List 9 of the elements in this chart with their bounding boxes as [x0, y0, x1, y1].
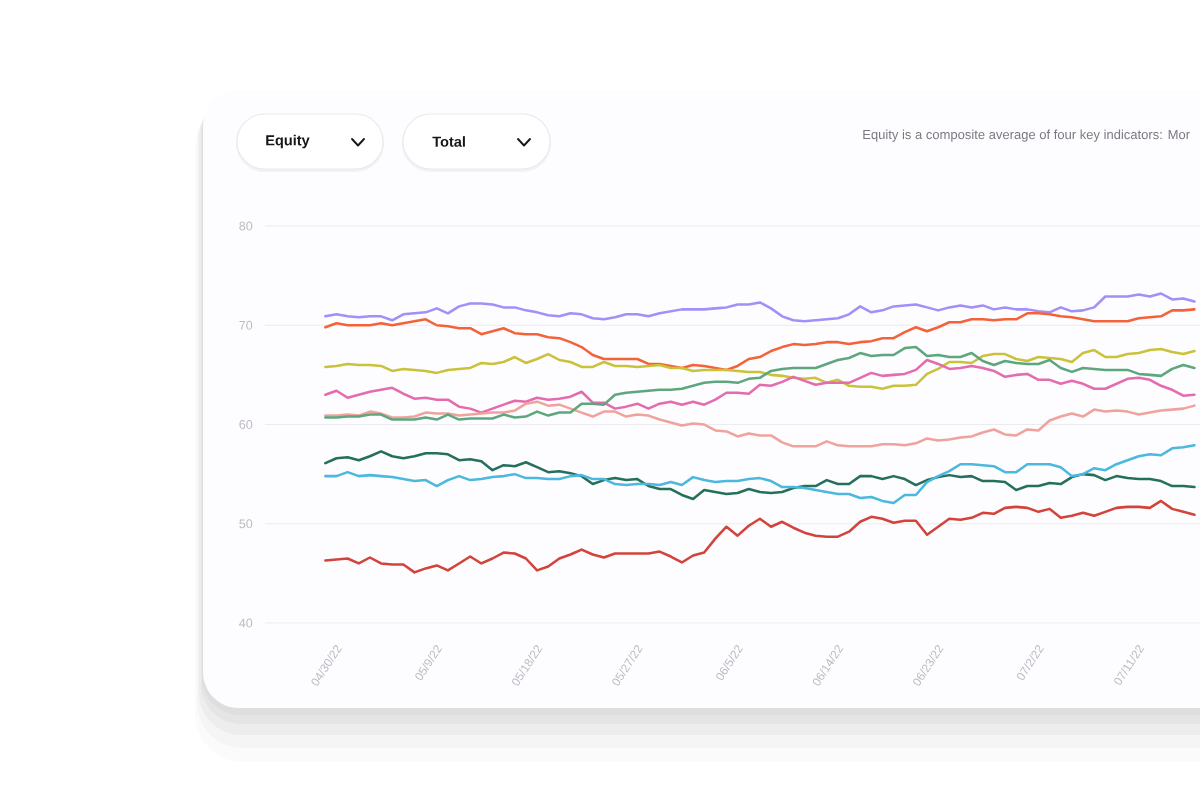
y-tick-label: 50 [239, 519, 253, 529]
text: Equity is a composite average of four key indicators: Mor [863, 129, 1190, 142]
line-series [324, 450, 1196, 501]
y-tick-label: 60 [239, 420, 253, 429]
y-tick-label: 70 [239, 320, 253, 330]
text: Total [432, 136, 465, 147]
y-tick-label: 80 [239, 221, 253, 231]
y-tick-label: 40 [239, 618, 253, 628]
text: Equity [266, 134, 310, 149]
